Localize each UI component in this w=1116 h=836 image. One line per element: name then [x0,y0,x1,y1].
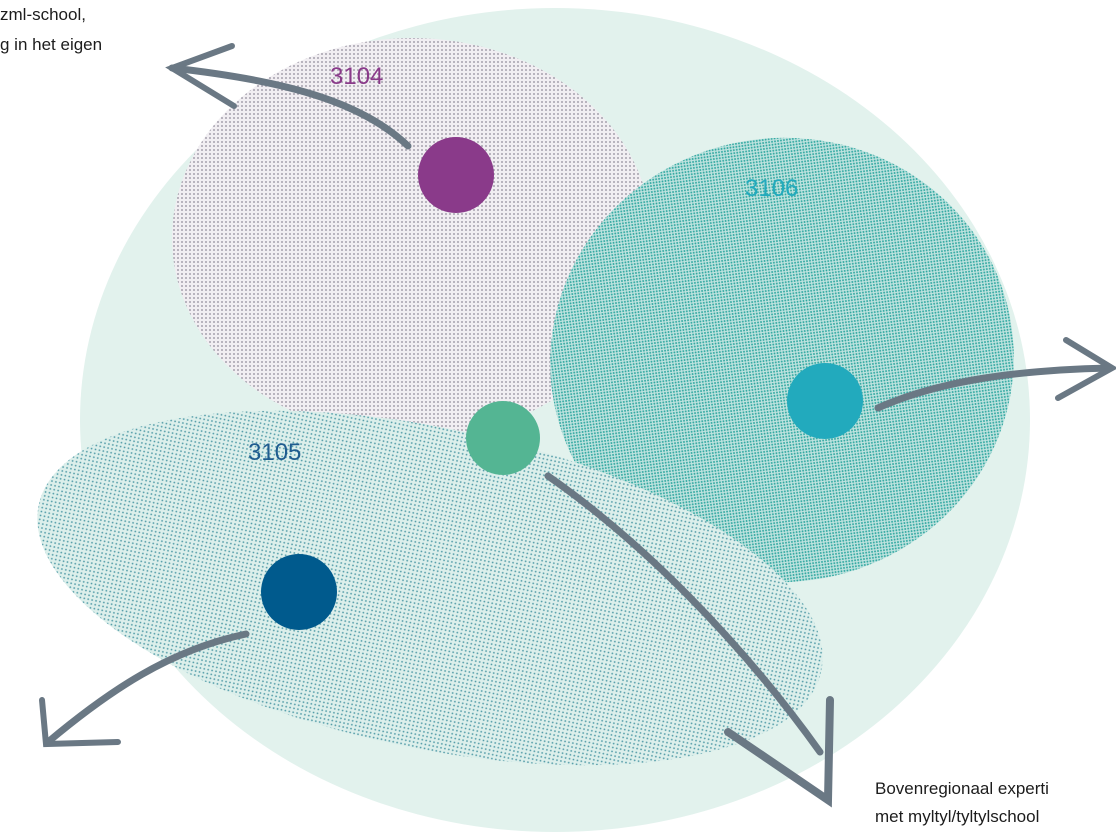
node-blue [261,554,337,630]
region-3104 [172,38,652,438]
region-3105 [37,410,823,766]
node-purple [418,137,494,213]
arrow [168,64,412,150]
node-teal [787,363,863,439]
region-label: 3104 [330,63,383,90]
node-green [466,401,540,475]
arrow-head [1055,337,1116,401]
arrow-head [39,697,121,748]
arrows [39,43,1116,808]
note-line: met myltyl/tyltylschool [875,807,1039,826]
region-label: 3106 [745,175,798,202]
region-label: 3105 [248,439,301,466]
arrow [874,364,1114,412]
arrow-head [165,43,237,109]
region-3106 [550,137,1014,583]
note-line: Bovenregionaal experti [875,779,1049,798]
note-line: g in het eigen [0,35,102,54]
arrow-head [724,696,834,808]
note-line: zml-school, [0,5,86,24]
arrow [44,630,250,746]
arrow [544,472,824,756]
